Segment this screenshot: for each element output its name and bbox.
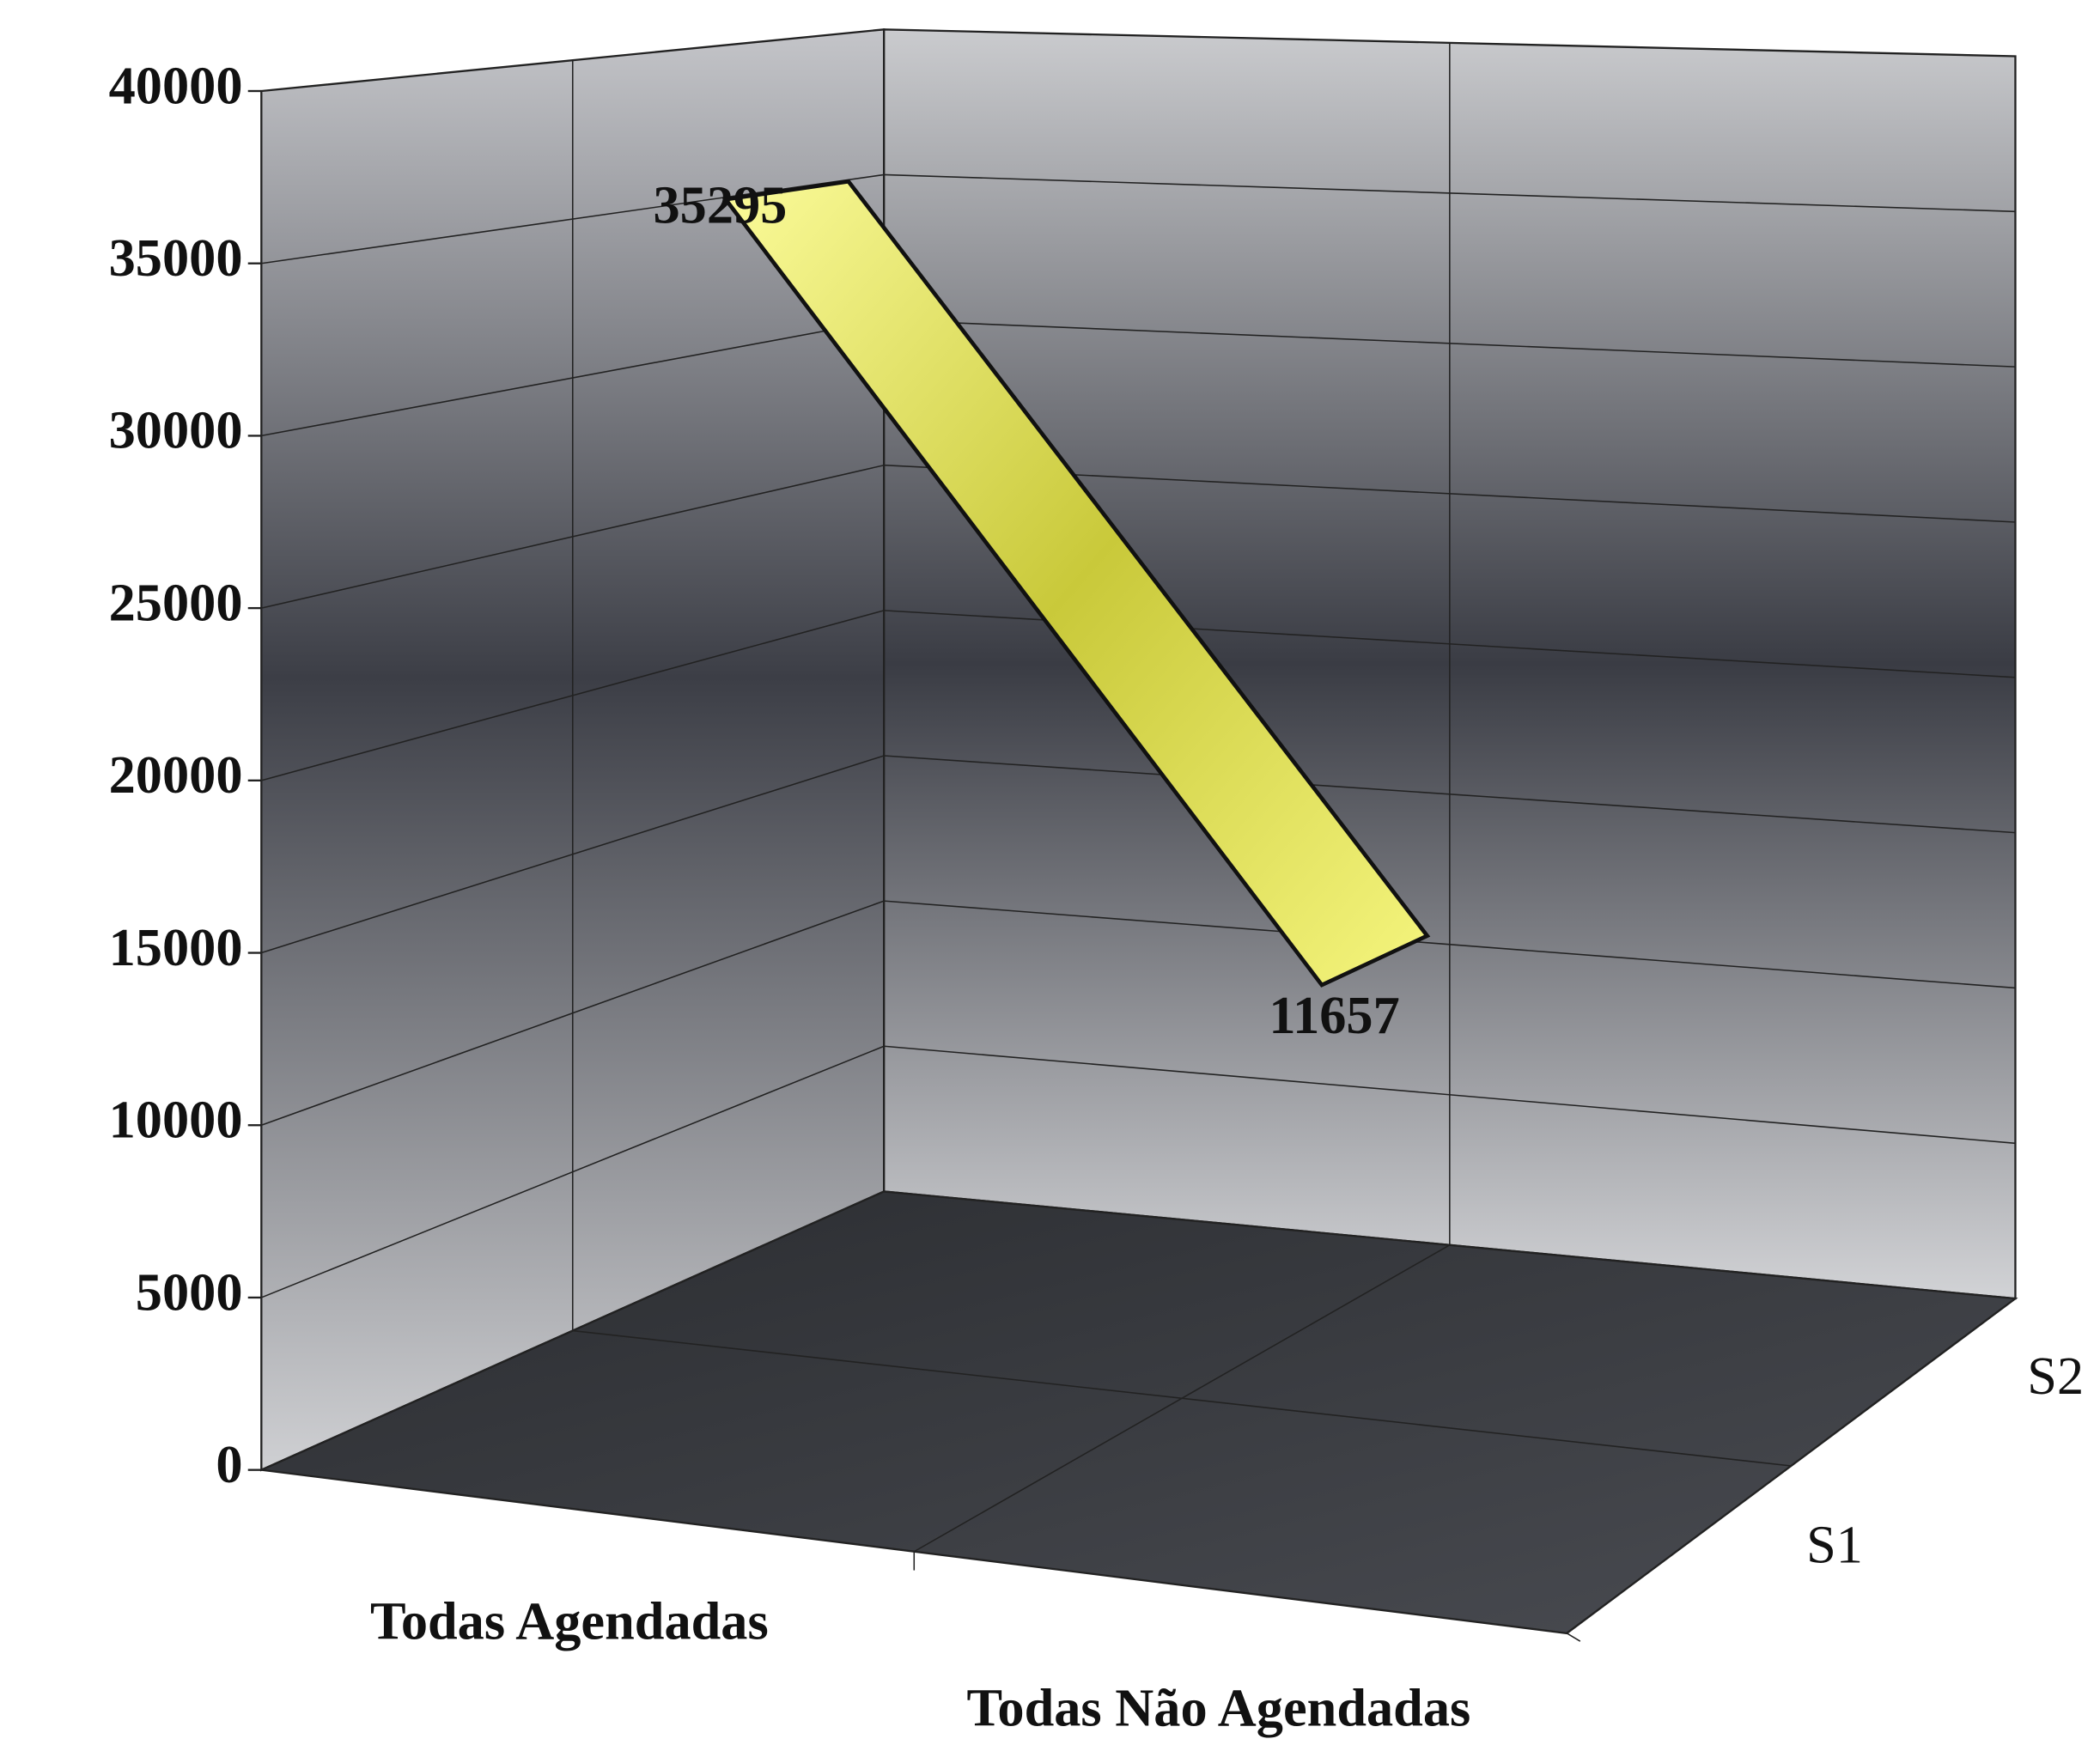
grid-line — [884, 1045, 2016, 1145]
axis-tick — [1566, 1633, 1581, 1642]
x-tick-label: Todas Não Agendadas — [967, 1679, 1471, 1738]
y-tick-label: 25000 — [109, 573, 243, 632]
grid-line — [261, 319, 885, 437]
depth-label: S2 — [2027, 1347, 2084, 1406]
grid: 0 5000 10000 15000 20000 25000 30000 35000 40000 — [109, 28, 2016, 1642]
grid-line — [261, 755, 885, 954]
grid-line — [261, 900, 885, 1126]
grid-line — [260, 1190, 885, 1471]
grid-line — [884, 28, 2016, 58]
data-label: 11657 — [1269, 986, 1399, 1045]
grid-line — [884, 173, 2016, 213]
grid-line — [261, 28, 885, 92]
marks: 35295 11657 — [653, 175, 1431, 1045]
x-tick-label: Todas Agendadas — [370, 1591, 769, 1651]
grid-line — [261, 1045, 885, 1298]
plot-walls — [258, 28, 2018, 1635]
grid-line — [884, 1190, 2016, 1299]
y-tick-label: 35000 — [109, 228, 243, 288]
data-label: 35295 — [653, 175, 787, 234]
y-tick-label: 15000 — [109, 918, 243, 977]
grid-line — [884, 755, 2016, 834]
ribbon — [721, 179, 1431, 988]
y-tick-label: 10000 — [109, 1091, 243, 1150]
floor-divider — [572, 1329, 1792, 1467]
grid-line — [884, 900, 2016, 989]
y-tick-label: 40000 — [109, 56, 243, 115]
grid-line — [261, 464, 885, 609]
grid-line — [261, 610, 885, 781]
y-tick-label: 30000 — [109, 401, 243, 460]
y-tick-label: 20000 — [109, 745, 243, 805]
y-tick-label: 0 — [216, 1435, 242, 1494]
depth-label: S1 — [1806, 1516, 1863, 1575]
grid-line — [884, 319, 2016, 368]
y-tick-label: 5000 — [136, 1262, 243, 1322]
